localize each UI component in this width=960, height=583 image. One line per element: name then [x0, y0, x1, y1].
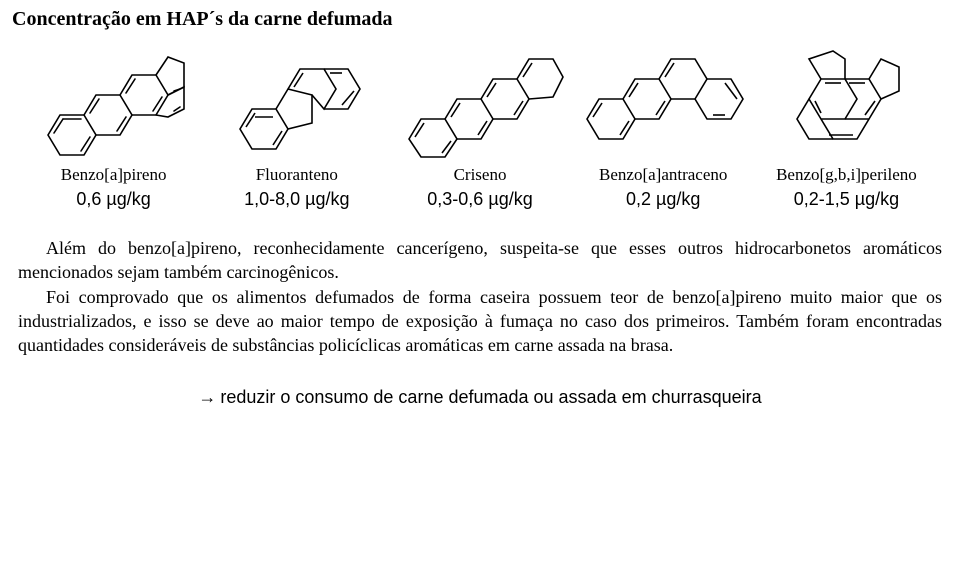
molecule-cell: Criseno	[388, 49, 571, 185]
body-text: Além do benzo[a]pireno, reconhecidamente…	[18, 236, 942, 357]
molecule-cell: Benzo[g,b,i]perileno	[755, 49, 938, 185]
concentration-value: 1,0-8,0 µg/kg	[205, 189, 388, 210]
page: Concentração em HAP´s da carne defumada	[0, 0, 960, 426]
concentration-value: 0,2 µg/kg	[572, 189, 755, 210]
molecule-name: Fluoranteno	[256, 165, 338, 185]
concentration-row: 0,6 µg/kg 1,0-8,0 µg/kg 0,3-0,6 µg/kg 0,…	[22, 189, 938, 210]
benzo-a-antraceno-structure	[573, 49, 753, 159]
molecule-cell: Fluoranteno	[205, 49, 388, 185]
footer-text: reduzir o consumo de carne defumada ou a…	[220, 387, 761, 407]
molecule-cell: Benzo[a]pireno	[22, 49, 205, 185]
page-title: Concentração em HAP´s da carne defumada	[12, 8, 948, 31]
molecule-name: Benzo[a]antraceno	[599, 165, 727, 185]
arrow-icon: →	[198, 387, 220, 407]
criseno-structure	[395, 49, 565, 159]
fluoranteno-structure	[222, 49, 372, 159]
molecule-name: Benzo[a]pireno	[61, 165, 167, 185]
benzo-ghi-perileno-structure	[771, 49, 921, 159]
molecule-name: Benzo[g,b,i]perileno	[776, 165, 917, 185]
paragraph: Além do benzo[a]pireno, reconhecidamente…	[18, 236, 942, 285]
footer-recommendation: →reduzir o consumo de carne defumada ou …	[12, 387, 948, 408]
concentration-value: 0,3-0,6 µg/kg	[388, 189, 571, 210]
molecule-cell: Benzo[a]antraceno	[572, 49, 755, 185]
concentration-value: 0,2-1,5 µg/kg	[755, 189, 938, 210]
concentration-value: 0,6 µg/kg	[22, 189, 205, 210]
molecule-name: Criseno	[454, 165, 507, 185]
benzo-a-pireno-structure	[34, 49, 194, 159]
molecule-row: Benzo[a]pireno Fluoranteno	[22, 49, 938, 185]
paragraph: Foi comprovado que os alimentos defumado…	[18, 285, 942, 358]
